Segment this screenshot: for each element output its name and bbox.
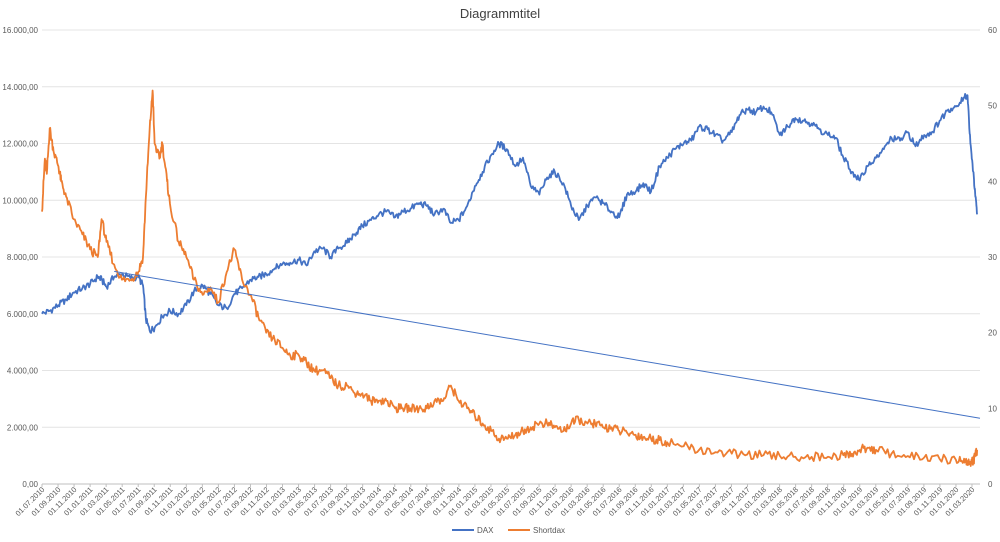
- left-axis-ticks: 0,00 2.000,00 4.000,00 6.000,00 8.000,00 10.0…: [2, 26, 38, 489]
- left-tick-label: 4.000,00: [7, 367, 39, 376]
- right-axis-ticks: 0 10 20 30 40 50 60: [988, 26, 997, 489]
- right-tick-label: 40: [988, 177, 997, 186]
- legend-label-dax: DAX: [477, 526, 494, 535]
- x-axis-ticks: 01.07.201001.09.201001.11.201001.01.2011…: [14, 484, 976, 518]
- left-tick-label: 14.000,00: [2, 83, 38, 92]
- right-tick-label: 50: [988, 102, 997, 111]
- series-line-linear-shortdax: [114, 270, 981, 419]
- left-tick-label: 2.000,00: [7, 423, 39, 432]
- series-line-shortdax: [41, 89, 978, 467]
- left-tick-label: 16.000,00: [2, 26, 38, 35]
- left-tick-label: 12.000,00: [2, 140, 38, 149]
- right-tick-label: 20: [988, 329, 997, 338]
- series-line-dax: [41, 93, 978, 334]
- gridlines: [42, 29, 980, 485]
- left-tick-label: 8.000,00: [7, 253, 39, 262]
- legend: DAX Shortdax: [452, 526, 565, 535]
- right-tick-label: 10: [988, 404, 997, 413]
- right-tick-label: 60: [988, 26, 997, 35]
- legend-label-shortdax: Shortdax: [533, 526, 565, 535]
- left-tick-label: 0,00: [22, 480, 38, 489]
- right-tick-label: 0: [988, 480, 993, 489]
- series-group: [41, 89, 981, 467]
- right-tick-label: 30: [988, 253, 997, 262]
- left-tick-label: 10.000,00: [2, 196, 38, 205]
- chart-title: Diagrammtitel: [460, 6, 540, 21]
- left-tick-label: 6.000,00: [7, 310, 39, 319]
